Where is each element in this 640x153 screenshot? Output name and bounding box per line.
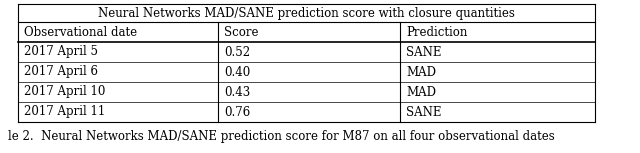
Text: Score: Score: [224, 26, 259, 39]
Text: 2017 April 10: 2017 April 10: [24, 86, 106, 99]
Text: 0.40: 0.40: [224, 65, 250, 78]
Text: 2017 April 5: 2017 April 5: [24, 45, 98, 58]
Text: 2017 April 6: 2017 April 6: [24, 65, 98, 78]
Text: SANE: SANE: [406, 106, 442, 119]
Text: Prediction: Prediction: [406, 26, 467, 39]
Text: MAD: MAD: [406, 86, 436, 99]
Text: le 2.  Neural Networks MAD/SANE prediction score for M87 on all four observation: le 2. Neural Networks MAD/SANE predictio…: [8, 130, 555, 143]
Text: MAD: MAD: [406, 65, 436, 78]
Text: Observational date: Observational date: [24, 26, 137, 39]
Text: 0.43: 0.43: [224, 86, 250, 99]
Text: 2017 April 11: 2017 April 11: [24, 106, 105, 119]
Text: 0.76: 0.76: [224, 106, 250, 119]
Text: SANE: SANE: [406, 45, 442, 58]
Text: 0.52: 0.52: [224, 45, 250, 58]
Text: Neural Networks MAD/SANE prediction score with closure quantities: Neural Networks MAD/SANE prediction scor…: [98, 6, 515, 19]
